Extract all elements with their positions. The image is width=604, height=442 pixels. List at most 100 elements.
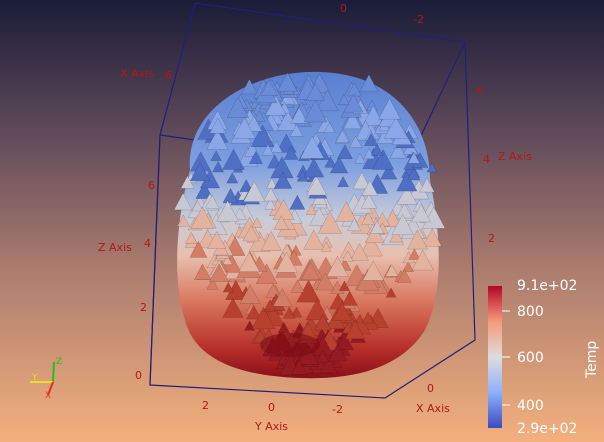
glyph-cone xyxy=(253,110,266,122)
glyph-cone xyxy=(383,116,408,139)
glyph-cone xyxy=(335,332,354,350)
glyph-cone xyxy=(232,117,256,139)
glyph-cone xyxy=(177,214,190,227)
glyph-cone xyxy=(301,261,321,281)
glyph-cone xyxy=(362,260,385,281)
z-tick-4: 4 xyxy=(144,237,151,250)
glyph-cone xyxy=(396,184,418,205)
glyph-cone xyxy=(336,144,353,160)
glyph-cone xyxy=(209,117,227,134)
glyph-cone xyxy=(212,160,225,173)
glyph-cone xyxy=(361,311,375,324)
glyph-cone xyxy=(261,143,275,156)
glyph-cone xyxy=(244,320,256,331)
glyph-cone xyxy=(190,206,215,229)
colorbar-tick-400: 400 xyxy=(517,398,544,414)
glyph-cone xyxy=(411,203,432,223)
glyph-cone xyxy=(260,231,282,251)
glyph-cone xyxy=(419,177,435,193)
glyph-cone xyxy=(189,162,211,182)
glyph-cone xyxy=(282,306,296,319)
glyph-cone xyxy=(411,249,434,271)
right-z-tick-4: 4 xyxy=(483,153,490,166)
glyph-cone xyxy=(317,210,343,234)
orientation-axes-widget[interactable]: Z Y X xyxy=(30,357,62,401)
x-orientation-axis xyxy=(47,381,54,396)
glyph-cone xyxy=(272,199,295,221)
glyph-cone xyxy=(406,229,428,250)
x-axis-label: X Axis xyxy=(416,402,450,415)
glyph-cone xyxy=(273,215,290,230)
glyph-cone xyxy=(332,301,353,321)
glyph-cone xyxy=(383,209,402,228)
colorbar-min-label: 2.9e+02 xyxy=(517,421,577,437)
z-orientation-axis xyxy=(52,361,55,383)
glyph-cone xyxy=(359,234,383,257)
glyph-cone xyxy=(348,135,363,148)
y-orientation-label: Y xyxy=(31,373,38,383)
glyph-cone xyxy=(239,284,261,304)
glyph-cone xyxy=(264,299,277,311)
left-z-ticks: 0 2 4 6 xyxy=(135,179,155,382)
colorbar-tick-600: 600 xyxy=(517,350,544,366)
glyph-cone xyxy=(272,288,293,307)
glyph-cone xyxy=(341,290,358,306)
glyph-cone xyxy=(316,349,330,363)
glyph-cone xyxy=(363,147,376,160)
glyph-cone xyxy=(319,356,338,374)
glyph-cone xyxy=(323,121,336,134)
glyph-cone xyxy=(361,179,379,196)
glyph-cone xyxy=(337,175,349,188)
glyph-cone xyxy=(341,250,354,262)
glyph-cone xyxy=(359,73,379,93)
left-y-tick-6: 6 xyxy=(165,69,172,82)
glyph-cone xyxy=(378,97,402,120)
glyph-cone xyxy=(291,359,308,375)
glyph-cone xyxy=(245,304,262,320)
glyph-cone xyxy=(238,251,261,273)
colorbar-tick-800: 800 xyxy=(517,304,544,320)
z-tick-6: 6 xyxy=(148,179,155,192)
glyph-cone xyxy=(362,105,385,126)
glyph-cone xyxy=(299,135,325,159)
glyph-cone xyxy=(350,242,369,261)
colorbar-gradient xyxy=(488,286,502,428)
glyph-cone xyxy=(226,96,250,118)
glyph-cone xyxy=(264,95,287,116)
glyph-cone xyxy=(275,251,298,273)
glyph-cone xyxy=(402,261,415,273)
y-axis-label-top: X Axis xyxy=(120,67,154,80)
glyph-cone xyxy=(290,279,305,293)
glyph-cone xyxy=(277,321,290,333)
glyph-cone xyxy=(265,283,282,298)
glyph-cone xyxy=(289,194,306,210)
glyph-cone xyxy=(250,124,275,147)
glyph-cone xyxy=(277,72,298,92)
glyph-cone xyxy=(354,152,366,164)
glyph-cone xyxy=(266,177,278,189)
z-axis-label-right: Z Axis xyxy=(498,150,532,163)
glyph-cone xyxy=(216,200,239,222)
glyph-cone xyxy=(337,93,350,106)
top-tick-neg2: -2 xyxy=(413,13,424,26)
glyph-cone xyxy=(396,268,412,283)
glyph-cone xyxy=(360,211,376,226)
glyph-cone xyxy=(226,171,239,184)
glyph-cone xyxy=(314,313,332,331)
glyph-cone xyxy=(324,156,337,168)
temperature-glyph-surface xyxy=(173,71,446,379)
colorbar-title: Temp xyxy=(584,341,600,379)
glyph-cone xyxy=(189,240,208,258)
glyph-cone xyxy=(241,78,258,95)
glyph-cone xyxy=(346,82,362,97)
glyph-cone xyxy=(289,123,304,137)
glyph-cone xyxy=(283,145,299,160)
glyph-cone xyxy=(329,156,349,174)
glyph-cone xyxy=(385,287,397,298)
glyph-cone xyxy=(221,254,233,265)
x-tick-0: 0 xyxy=(427,382,434,395)
glyph-cone xyxy=(305,82,325,101)
glyph-cone xyxy=(260,79,279,96)
